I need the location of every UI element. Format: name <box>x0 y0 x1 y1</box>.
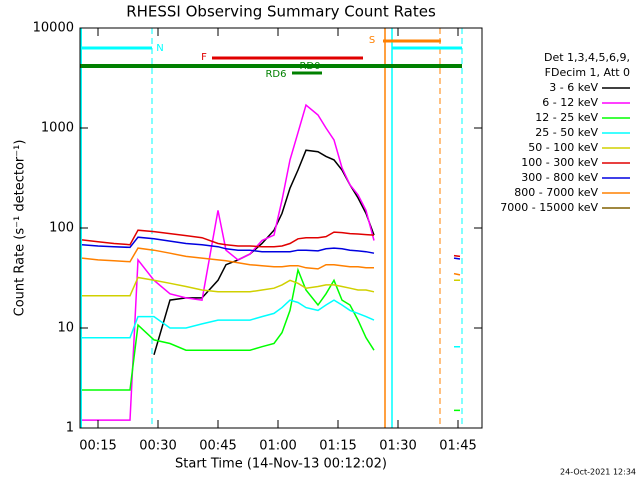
y-tick-label: 1 <box>66 421 74 436</box>
legend-label: 100 - 300 keV <box>521 156 598 169</box>
legend-label: 50 - 100 keV <box>528 141 598 154</box>
series-line <box>81 236 461 260</box>
series-line <box>82 267 460 412</box>
annotation: RD6 <box>265 69 286 80</box>
footer-date: 24-Oct-2021 12:34 <box>560 468 636 477</box>
annotation: N <box>156 43 163 54</box>
x-tick-label: 00:45 <box>199 439 236 454</box>
legend-header: FDecim 1, Att 0 <box>545 66 630 79</box>
legend-header: Det 1,3,4,5,6,9, <box>544 51 630 64</box>
x-tick-label: 01:45 <box>439 439 476 454</box>
legend-label: 800 - 7000 keV <box>514 186 598 199</box>
annotation: S <box>369 35 375 46</box>
series-line <box>81 229 461 258</box>
y-axis-label: Count Rate (s⁻¹ detector⁻¹) <box>13 140 28 317</box>
legend-label: 12 - 25 keV <box>535 111 598 124</box>
legend-label: 300 - 800 keV <box>521 171 598 184</box>
series-line <box>82 103 375 421</box>
x-axis-label: Start Time (14-Nov-13 00:12:02) <box>175 457 387 472</box>
series-line <box>81 247 461 276</box>
legend-label: 6 - 12 keV <box>542 96 598 109</box>
annotation: RD0 <box>299 61 320 72</box>
legend-label: 25 - 50 keV <box>535 126 598 139</box>
x-tick-label: 01:30 <box>379 439 416 454</box>
chart-title: RHESSI Observing Summary Count Rates <box>126 3 436 21</box>
legend-label: 7000 - 15000 keV <box>500 201 598 214</box>
x-tick-label: 01:15 <box>319 439 356 454</box>
x-tick-label: 00:15 <box>79 439 116 454</box>
y-tick-label: 100 <box>49 221 74 236</box>
annotation: F <box>201 52 207 63</box>
y-tick-label: 10 <box>57 321 74 336</box>
series-line <box>82 276 460 297</box>
x-tick-label: 01:00 <box>259 439 296 454</box>
legend-label: 3 - 6 keV <box>549 81 598 94</box>
x-tick-label: 00:30 <box>139 439 176 454</box>
y-tick-label: 10000 <box>33 21 74 36</box>
series-line <box>82 299 460 348</box>
y-tick-label: 1000 <box>41 121 74 136</box>
